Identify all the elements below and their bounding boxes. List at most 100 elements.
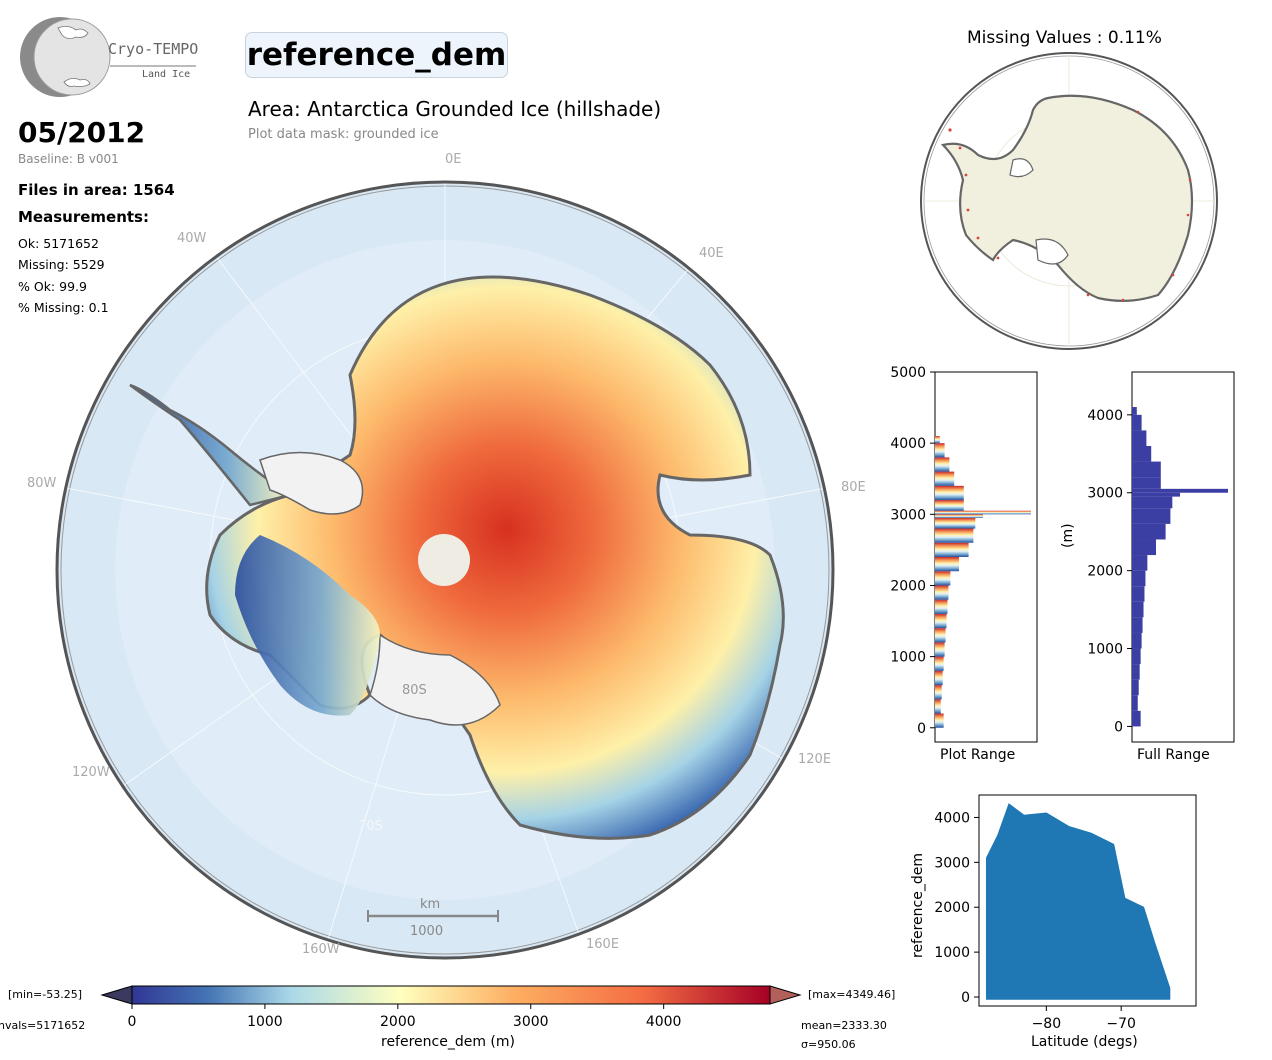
histogram-bar (935, 685, 942, 700)
mask-text: Plot data mask: grounded ice (248, 127, 439, 142)
histogram-plot-range-label: Plot Range (940, 747, 1016, 763)
lat-label-80s: 80S (402, 683, 427, 698)
y-tick-label: 3000 (1087, 486, 1123, 502)
lon-label-160e: 160E (586, 937, 620, 952)
histogram-bar (1132, 488, 1228, 493)
colorbar-sigma: σ=950.06 (801, 1038, 856, 1051)
logo-subtitle: Land Ice (142, 69, 191, 80)
lat-label-70s: 70S (358, 819, 383, 834)
lon-label-120e: 120E (798, 752, 832, 767)
histogram-bar (1132, 570, 1146, 587)
histogram-bar (1132, 461, 1161, 478)
histogram-bar (935, 699, 941, 714)
histogram-full-range: 0 1000 2000 3000 4000 (1087, 371, 1235, 743)
histogram-bar (1132, 430, 1147, 446)
colorbar (100, 985, 802, 1009)
cryo-tempo-logo: Cryo-TEMPO Land Ice (18, 14, 208, 100)
colorbar-tick-label: 2000 (380, 1014, 416, 1030)
histogram-bar (935, 628, 946, 643)
y-tick-label: 5000 (890, 365, 926, 381)
measurements-pct-missing: % Missing: 0.1 (18, 300, 109, 315)
histogram-bar (935, 613, 947, 629)
histogram-bar (935, 642, 945, 657)
measurements-title: Measurements: (18, 208, 149, 226)
histogram-bar (1132, 508, 1171, 524)
colorbar-tick-label: 4000 (645, 1014, 682, 1030)
scatter-points (985, 803, 1171, 1000)
lon-label-120w: 120W (72, 765, 110, 780)
colorbar-nvals: nvals=5171652 (0, 1019, 86, 1032)
measurements-ok: Ok: 5171652 (18, 236, 99, 251)
histogram-bar (1132, 414, 1142, 431)
lon-label-0e: 0E (445, 152, 462, 167)
histogram-bar (1132, 586, 1145, 602)
histogram-bar (1132, 632, 1142, 649)
y-tick-label: 1000 (934, 945, 970, 961)
y-tick-label: 4000 (934, 810, 970, 826)
y-tick-label: 1000 (1087, 642, 1123, 658)
y-tick-label: 0 (917, 721, 926, 737)
y-tick-label: 2000 (934, 900, 970, 916)
histogram-bar (1132, 555, 1148, 571)
y-tick-label: 4000 (890, 436, 926, 452)
histogram-bar (1132, 695, 1138, 711)
colorbar-tick-label: 3000 (512, 1014, 549, 1030)
x-tick-label: −80 (1032, 1016, 1062, 1032)
histogram-bar (935, 517, 976, 529)
histogram-bar (935, 713, 944, 728)
histogram-full-range-label: Full Range (1137, 747, 1210, 763)
histogram-bar (935, 436, 940, 444)
histogram-bar (935, 471, 955, 486)
lon-label-80e: 80E (841, 480, 866, 495)
antarctica-map: km 1000 (55, 180, 835, 960)
histogram-bar (935, 443, 945, 458)
lon-label-80w: 80W (27, 476, 57, 491)
histogram-bar (935, 557, 959, 572)
histogram-bar (1132, 492, 1180, 497)
y-tick-label: 4000 (1087, 408, 1123, 424)
variable-title: reference_dem (246, 37, 507, 73)
histogram-bar (935, 571, 951, 586)
histogram-bar (1132, 523, 1166, 540)
lon-label-40e: 40E (699, 246, 724, 261)
y-tick-label: 0 (961, 990, 970, 1006)
scatter-latitude-plot: 0 1000 2000 3000 4000 −80 −70 (934, 794, 1197, 1032)
lon-label-40w: 40W (177, 231, 207, 246)
logo-name: Cryo-TEMPO (108, 40, 199, 58)
colorbar-label: reference_dem (m) (381, 1034, 515, 1050)
histogram-bar (1132, 446, 1152, 462)
scatter-xlabel: Latitude (degs) (1031, 1034, 1138, 1050)
colorbar-tick-label: 1000 (247, 1014, 283, 1030)
measurements-pct-ok: % Ok: 99.9 (18, 279, 87, 294)
colorbar-mean: mean=2333.30 (801, 1019, 887, 1032)
histogram-bar (935, 656, 944, 671)
histogram-bar (1132, 679, 1139, 696)
x-tick-label: −70 (1106, 1016, 1136, 1032)
area-title: Area: Antarctica Grounded Ice (hillshade… (248, 97, 662, 121)
histogram-bar (1132, 664, 1140, 680)
histogram-bar (1132, 539, 1156, 556)
histogram-plot-range: 0 1000 2000 3000 4000 5000 (890, 365, 1038, 743)
baseline-label: Baseline: B v001 (18, 152, 119, 166)
logo-globe-icon (20, 17, 196, 97)
scale-unit: km (420, 897, 440, 912)
histogram-full-range-ylabel: (m) (1060, 523, 1076, 548)
histogram-bar (935, 585, 949, 600)
files-label: Files in area: 1564 (18, 181, 175, 199)
y-tick-label: 3000 (934, 855, 970, 871)
variable-title-box: reference_dem (245, 32, 508, 78)
colorbar-max: [max=4349.46] (808, 988, 896, 1001)
histogram-bar (935, 670, 943, 686)
histogram-bar (935, 485, 964, 501)
inset-title: Missing Values : 0.11% (967, 28, 1162, 48)
histogram-bar (935, 510, 1031, 515)
date-label: 05/2012 (18, 116, 146, 149)
histogram-bar (935, 599, 948, 614)
histogram-bar (1132, 407, 1137, 415)
histogram-bar (1132, 617, 1143, 633)
missing-values-inset-map (920, 52, 1218, 350)
histogram-bar (935, 514, 983, 518)
y-tick-label: 2000 (1087, 564, 1123, 580)
lon-label-160w: 160W (302, 942, 340, 957)
histogram-bar (1132, 648, 1141, 665)
